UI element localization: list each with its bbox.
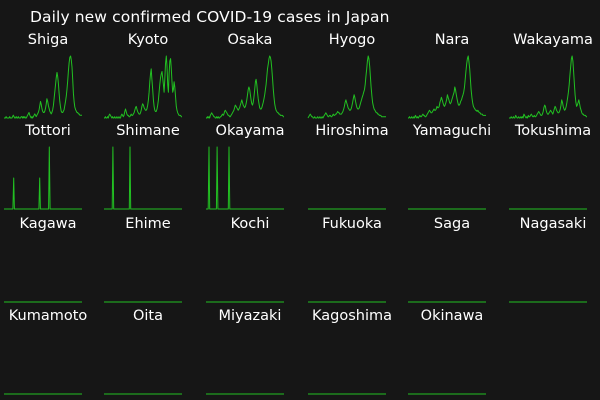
- panel-plot-wakayama: [509, 55, 587, 119]
- panel-plot-yamaguchi: [408, 208, 486, 210]
- panel-label-hiroshima: Hiroshima: [315, 123, 389, 139]
- panel-ehime: Ehime: [100, 216, 196, 308]
- series-line-kyoto: [104, 55, 182, 119]
- panel-okinawa: Okinawa: [404, 308, 500, 400]
- panel-kumamoto: Kumamoto: [0, 308, 96, 400]
- panel-label-kochi: Kochi: [230, 216, 270, 232]
- panel-okayama: Okayama: [202, 123, 298, 215]
- panel-label-saga: Saga: [433, 216, 471, 232]
- panel-plot-oita: [104, 393, 182, 395]
- panel-label-fukuoka: Fukuoka: [322, 216, 382, 232]
- panel-plot-ehime: [104, 301, 182, 303]
- panel-label-kumamoto: Kumamoto: [8, 308, 88, 324]
- panel-plot-hyogo: [307, 55, 386, 119]
- panel-plot-fukuoka: [308, 301, 386, 303]
- panel-label-hyogo: Hyogo: [328, 32, 376, 48]
- panel-plot-miyazaki: [206, 393, 284, 395]
- panel-kagawa: Kagawa: [0, 216, 96, 308]
- series-line-wakayama: [509, 55, 587, 119]
- panel-hyogo: Hyogo: [304, 32, 400, 124]
- panel-label-osaka: Osaka: [227, 32, 273, 48]
- panel-nara: Nara: [404, 32, 500, 124]
- panel-plot-osaka: [206, 55, 284, 119]
- panel-wakayama: Wakayama: [505, 32, 600, 124]
- panel-label-wakayama: Wakayama: [513, 32, 593, 48]
- panel-label-okinawa: Okinawa: [420, 308, 484, 324]
- panel-osaka: Osaka: [202, 32, 298, 124]
- panel-kagoshima: Kagoshima: [304, 308, 400, 400]
- panel-plot-okinawa: [408, 393, 486, 395]
- panel-plot-kochi: [206, 301, 284, 303]
- panel-fukuoka: Fukuoka: [304, 216, 400, 308]
- panel-label-ehime: Ehime: [125, 216, 171, 232]
- panel-plot-nara: [408, 55, 486, 119]
- panel-plot-shiga: [4, 55, 82, 119]
- panel-label-miyazaki: Miyazaki: [218, 308, 282, 324]
- panel-plot-shimane: [104, 146, 182, 210]
- panel-label-oita: Oita: [132, 308, 163, 324]
- series-line-shimane: [104, 146, 182, 210]
- panel-label-yamaguchi: Yamaguchi: [412, 123, 492, 139]
- panel-plot-okayama: [206, 146, 284, 210]
- chart-title: Daily new confirmed COVID-19 cases in Ja…: [30, 8, 390, 26]
- panel-nagasaki: Nagasaki: [505, 216, 600, 308]
- panel-plot-tottori: [4, 146, 82, 210]
- series-line-hyogo: [307, 55, 386, 119]
- panel-plot-hiroshima: [308, 208, 386, 210]
- panel-plot-kagawa: [4, 301, 82, 303]
- panel-yamaguchi: Yamaguchi: [404, 123, 500, 215]
- series-line-okayama: [206, 146, 284, 210]
- panel-label-kagoshima: Kagoshima: [312, 308, 392, 324]
- panel-shimane: Shimane: [100, 123, 196, 215]
- series-line-shiga: [4, 55, 82, 119]
- panel-kyoto: Kyoto: [100, 32, 196, 124]
- panel-label-nagasaki: Nagasaki: [519, 216, 587, 232]
- panel-label-tottori: Tottori: [25, 123, 71, 139]
- panel-hiroshima: Hiroshima: [304, 123, 400, 215]
- series-line-nara: [408, 55, 486, 119]
- panel-label-kyoto: Kyoto: [127, 32, 169, 48]
- panel-plot-kyoto: [104, 55, 182, 119]
- series-line-osaka: [206, 55, 284, 119]
- panel-plot-saga: [408, 301, 486, 303]
- panel-oita: Oita: [100, 308, 196, 400]
- panel-label-shiga: Shiga: [27, 32, 69, 48]
- panel-label-okayama: Okayama: [215, 123, 285, 139]
- panel-plot-nagasaki: [509, 301, 587, 303]
- panel-tottori: Tottori: [0, 123, 96, 215]
- panel-label-kagawa: Kagawa: [19, 216, 77, 232]
- panel-miyazaki: Miyazaki: [202, 308, 298, 400]
- panel-shiga: Shiga: [0, 32, 96, 124]
- panel-tokushima: Tokushima: [505, 123, 600, 215]
- panel-saga: Saga: [404, 216, 500, 308]
- panel-kochi: Kochi: [202, 216, 298, 308]
- series-line-tottori: [4, 146, 82, 210]
- panel-label-nara: Nara: [434, 32, 470, 48]
- panel-plot-tokushima: [509, 208, 587, 210]
- panel-label-tokushima: Tokushima: [514, 123, 592, 139]
- panel-label-shimane: Shimane: [116, 123, 180, 139]
- panel-plot-kagoshima: [308, 393, 386, 395]
- panel-plot-kumamoto: [4, 393, 82, 395]
